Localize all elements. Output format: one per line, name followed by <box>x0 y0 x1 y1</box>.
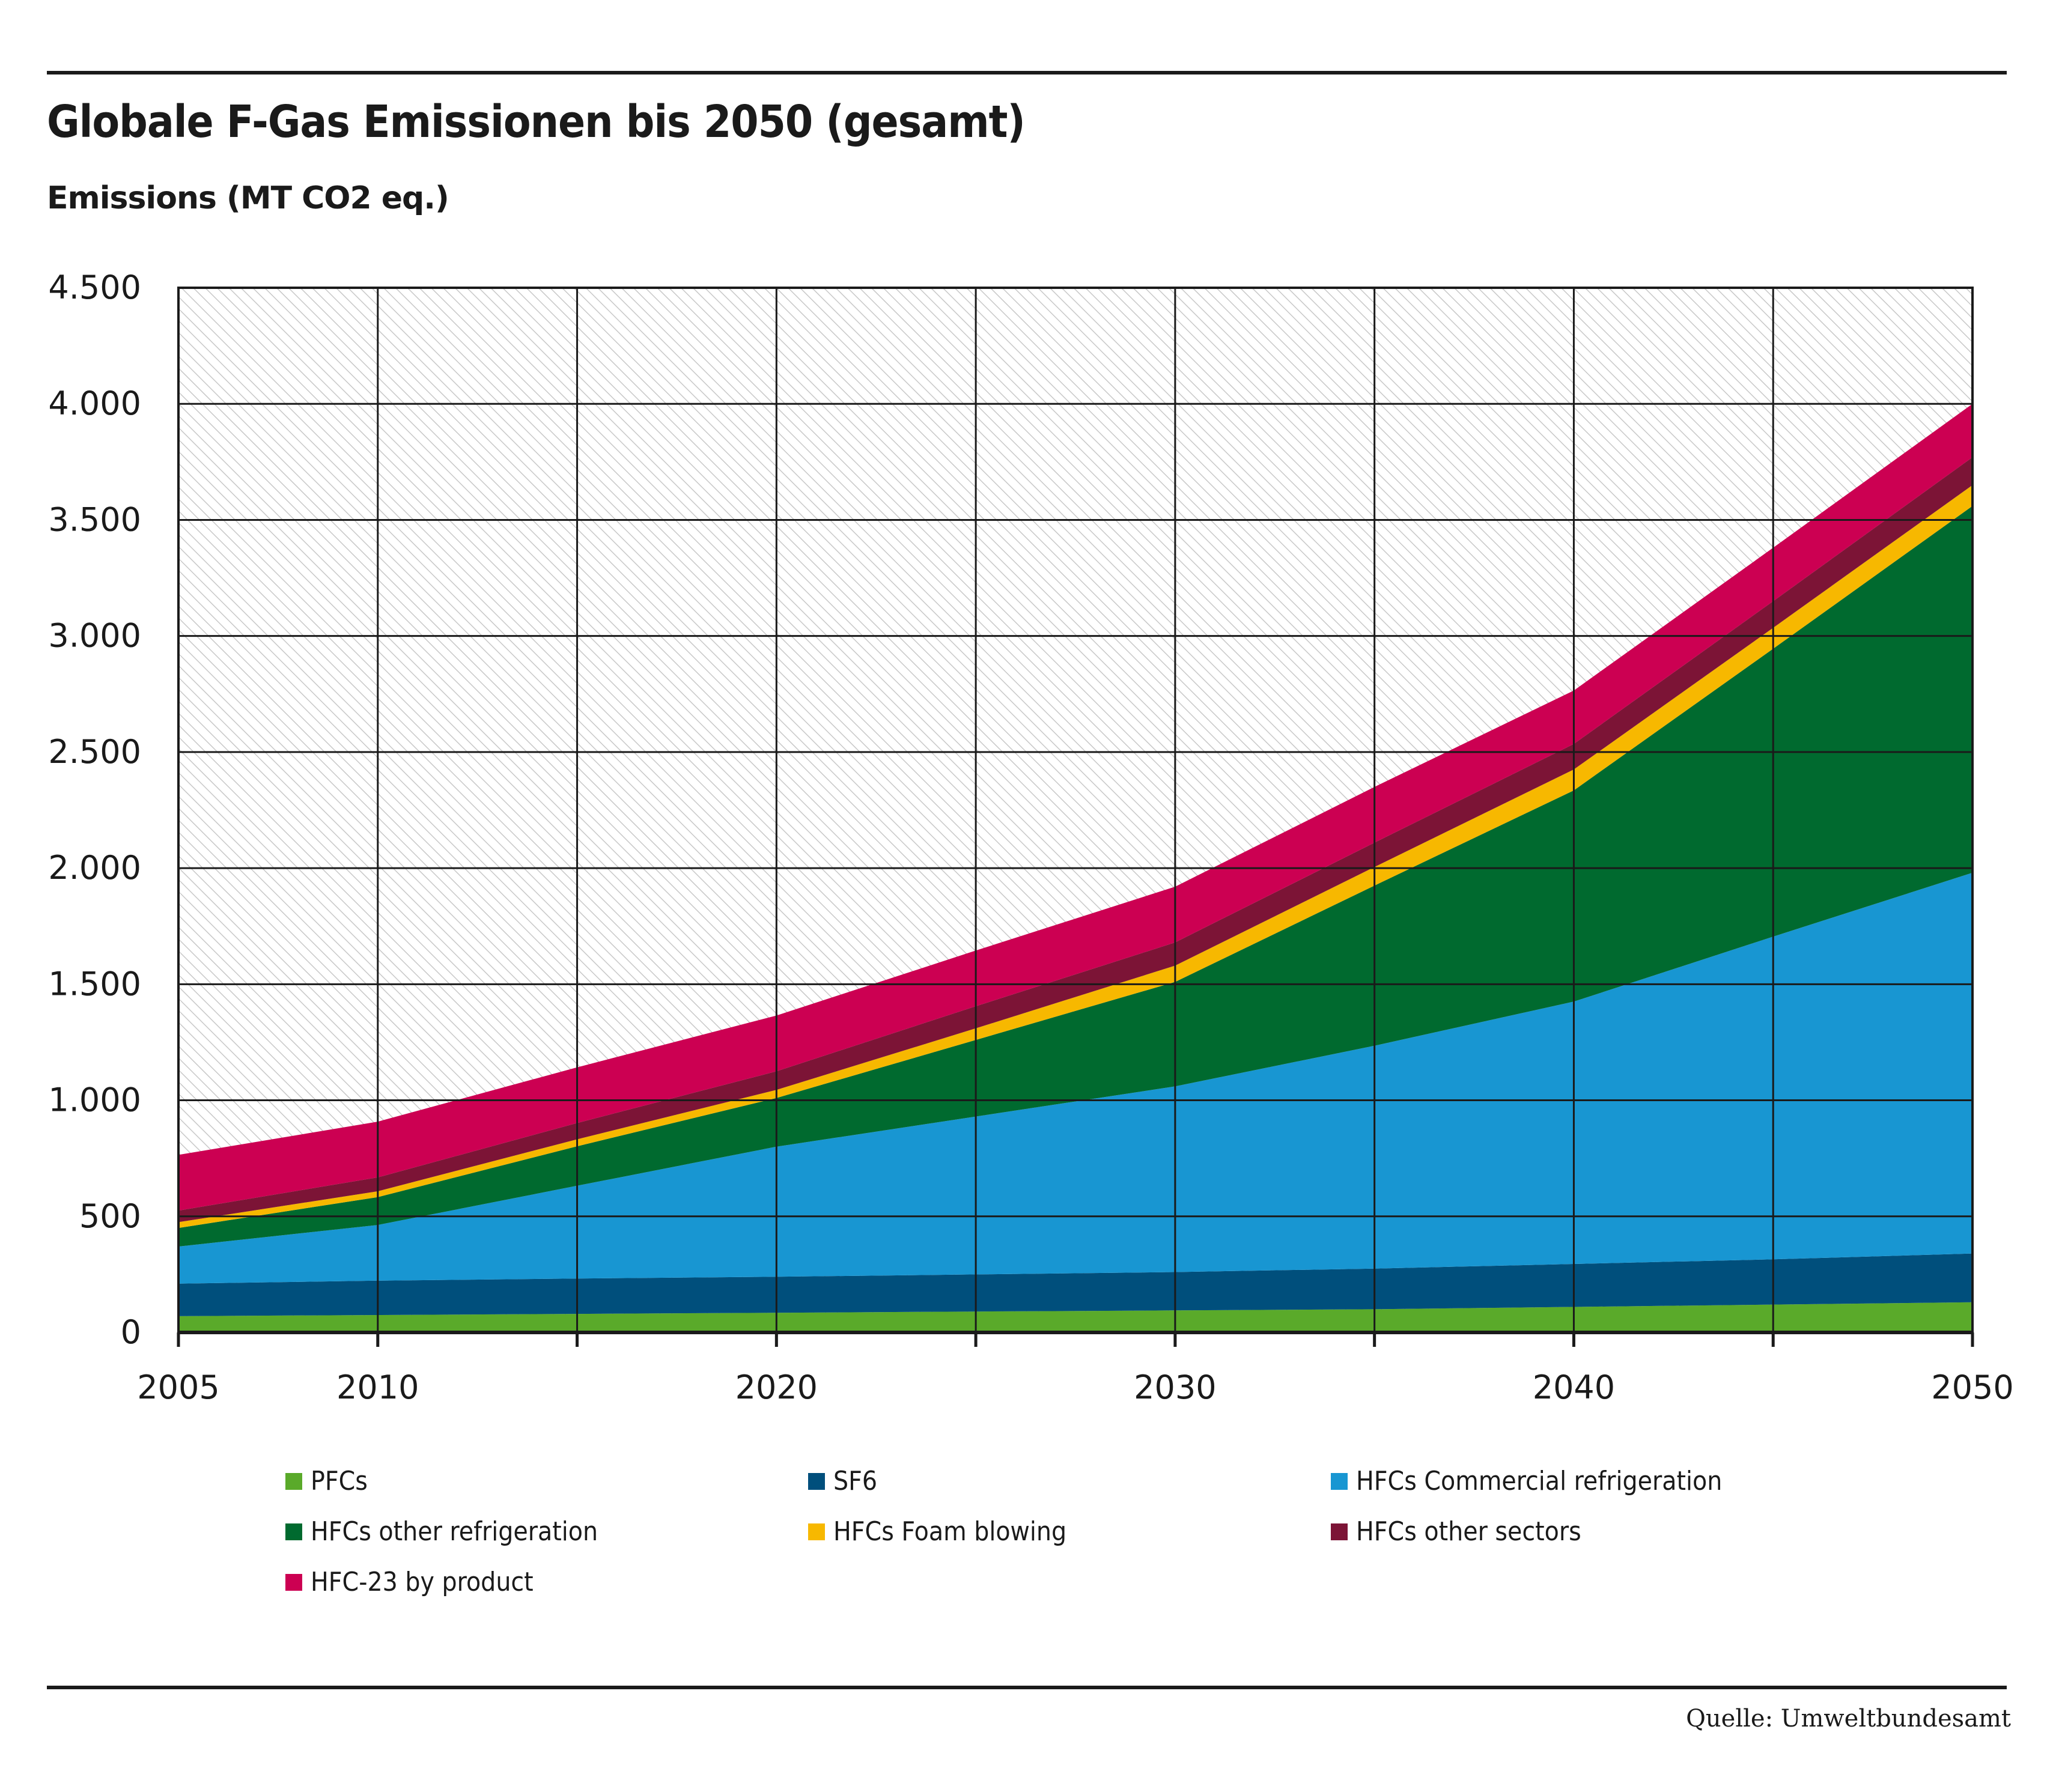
legend-item-hfcs-foam-blowing: HFCs Foam blowing <box>808 1516 1066 1547</box>
y-tick-label: 3.500 <box>48 500 141 538</box>
y-tick-label: 4.000 <box>48 384 141 422</box>
area-pfcs <box>178 1302 1972 1332</box>
legend-item-pfcs: PFCs <box>285 1466 368 1496</box>
legend-swatch <box>285 1523 302 1540</box>
legend-label: HFCs Foam blowing <box>833 1516 1067 1547</box>
y-tick-label: 1.500 <box>48 965 141 1003</box>
legend-label: HFCs Commercial refrigeration <box>1356 1466 1723 1496</box>
x-tick-label: 2020 <box>735 1368 818 1406</box>
area-hfc-23-by-product <box>178 404 1972 1211</box>
axes <box>177 287 1974 1347</box>
x-tick-label: 2030 <box>1134 1368 1216 1406</box>
x-tick-label: 2010 <box>336 1368 419 1406</box>
legend-item-sf6: SF6 <box>808 1466 877 1496</box>
y-tick-label: 4.500 <box>48 269 141 306</box>
x-tick-labels: 2005 2010 2020 2030 2040 2050 <box>137 1368 2013 1406</box>
legend-item-hfcs-other-sectors: HFCs other sectors <box>1331 1516 1581 1547</box>
legend-swatch <box>285 1472 302 1490</box>
source-note: Quelle: Umweltbundesamt <box>1686 1705 2011 1733</box>
chart-title: Globale F-Gas Emissionen bis 2050 (gesam… <box>47 96 1026 148</box>
bottom-rule <box>47 1686 2007 1689</box>
y-axis-title: Emissions (MT CO2 eq.) <box>47 180 449 216</box>
legend-item-hfc-23-by-product: HFC-23 by product <box>285 1567 534 1597</box>
x-tick-label: 2050 <box>1931 1368 2013 1406</box>
x-tick-label: 2005 <box>137 1368 219 1406</box>
y-tick-label: 2.000 <box>48 849 141 887</box>
legend-label: PFCs <box>311 1466 368 1496</box>
legend-swatch <box>1331 1523 1348 1540</box>
area-hfcs-other-refrigeration <box>178 506 1972 1247</box>
legend-label: HFCs other refrigeration <box>311 1516 598 1547</box>
y-tick-label: 1.000 <box>48 1081 141 1119</box>
legend-swatch <box>808 1472 825 1490</box>
y-tick-label: 2.500 <box>48 733 141 771</box>
legend-label: HFCs other sectors <box>1356 1516 1581 1547</box>
legend-swatch <box>285 1573 302 1591</box>
area-layers <box>178 404 1972 1332</box>
y-tick-labels: 0 500 1.000 1.500 2.000 2.500 3.000 3.500 4.000 4… <box>48 269 141 1351</box>
legend-swatch <box>1331 1472 1348 1490</box>
legend-label: HFC-23 by product <box>311 1567 534 1597</box>
legend-swatch <box>808 1523 825 1540</box>
legend-item-hfcs-commercial-refrigeration: HFCs Commercial refrigeration <box>1331 1466 1722 1496</box>
y-tick-label: 0 <box>121 1313 141 1351</box>
legend-label: SF6 <box>833 1466 878 1496</box>
area-sf6 <box>178 1253 1972 1316</box>
y-tick-label: 3.000 <box>48 617 141 655</box>
area-hfcs-commercial-refrigeration <box>178 872 1972 1284</box>
y-tick-label: 500 <box>79 1197 141 1235</box>
x-tick-label: 2040 <box>1533 1368 1615 1406</box>
top-rule <box>47 71 2007 74</box>
legend-item-hfcs-other-refrigeration: HFCs other refrigeration <box>285 1516 598 1547</box>
